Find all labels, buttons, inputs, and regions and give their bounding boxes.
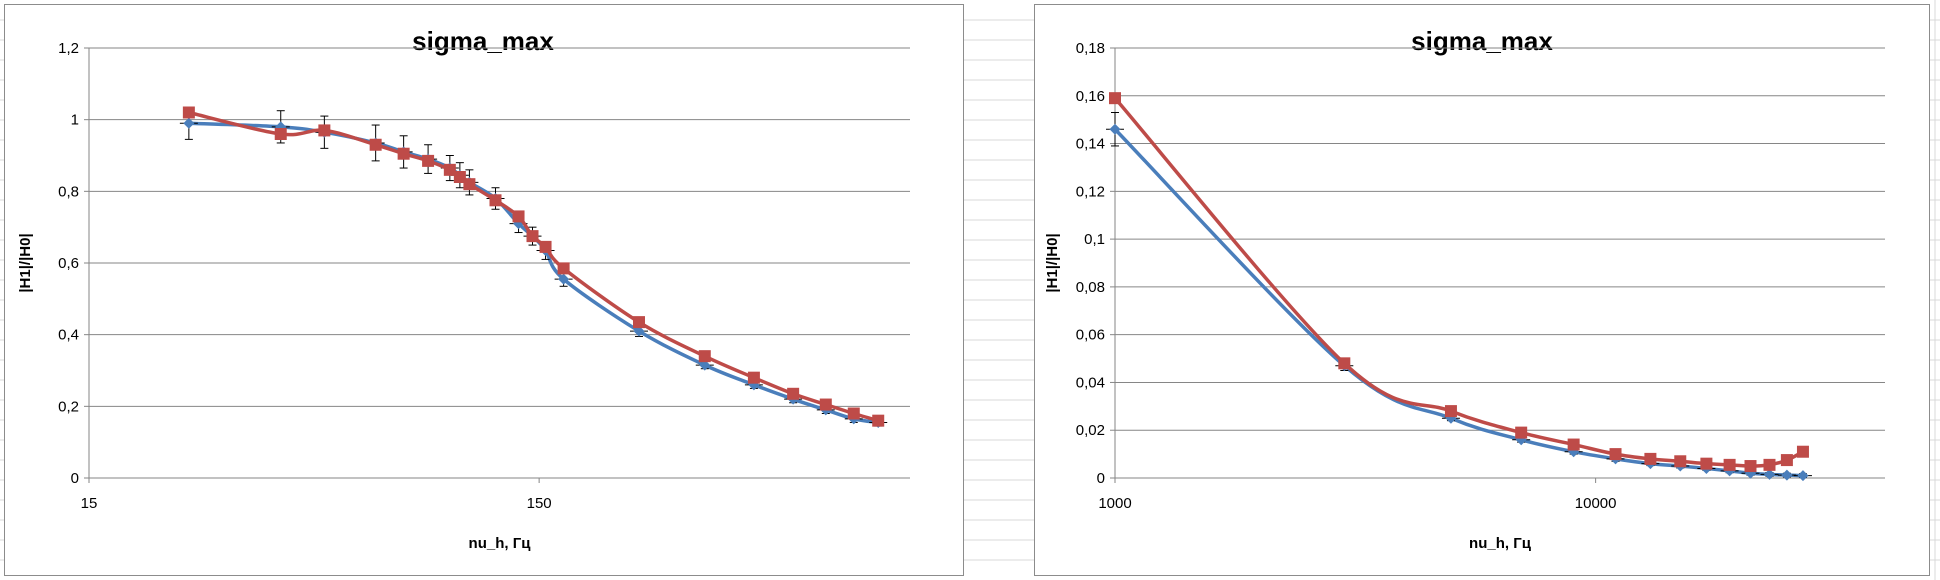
series-2-point: [1780, 454, 1793, 467]
series-2-point: [557, 262, 570, 275]
y-axis-label: |H1|/|H0|: [17, 233, 34, 292]
x-tick-label: 1000: [1098, 495, 1131, 512]
series-2-point: [1744, 460, 1757, 473]
series-1-point: [699, 359, 711, 371]
series-2-point: [787, 387, 800, 400]
y-tick-label: 0,2: [58, 398, 79, 415]
series-1-point: [1797, 470, 1809, 482]
series-2-point: [318, 124, 331, 137]
x-axis-label: nu_h, Гц: [1469, 535, 1532, 552]
y-tick-label: 0,6: [58, 255, 79, 272]
x-axis-label: nu_h, Гц: [469, 535, 532, 552]
series-2-point: [489, 194, 502, 207]
series-1-point: [633, 325, 645, 337]
chart-left: sigma_max 0 0,2 0,4 0,6 0,8 1 1,2 15 150 nu_h, Гц |…: [17, 26, 910, 552]
series-1-point: [1109, 123, 1121, 135]
series-2-point: [463, 178, 476, 191]
series-2-point: [1644, 452, 1657, 465]
series-2-point: [747, 371, 760, 384]
y-tick-label: 0,16: [1076, 88, 1105, 105]
series-2-line: [1113, 97, 1804, 468]
series-2-point: [397, 147, 410, 160]
series-2-point: [1763, 458, 1776, 471]
y-tick-label: 0: [1097, 470, 1105, 487]
x-tick-label: 15: [81, 495, 98, 512]
y-tick-label: 0,4: [58, 327, 79, 344]
y-tick-label: 1,2: [58, 40, 79, 57]
series-2-line: [188, 110, 879, 423]
series-2-point: [872, 414, 885, 427]
chart-panel-right[interactable]: sigma_max 0 0,02 0,04 0,06 0,08 0,1 0,12 0,14 0,1…: [1034, 4, 1930, 576]
y-tick-label: 0,14: [1076, 136, 1105, 153]
series-2-point: [443, 163, 456, 176]
series-2-point: [182, 106, 195, 119]
series-2-point: [847, 407, 860, 420]
series-1-point: [183, 117, 195, 129]
x-tick-label: 150: [527, 495, 552, 512]
series-2-point: [1109, 92, 1121, 105]
y-tick-label: 0,08: [1076, 279, 1105, 296]
series-2-point: [1338, 357, 1351, 370]
y-tick-label: 0,12: [1076, 183, 1105, 200]
series-2-point: [632, 316, 645, 329]
y-axis-label: |H1|/|H0|: [1044, 233, 1061, 292]
series-2-point: [512, 210, 525, 223]
y-tick-label: 0,8: [58, 183, 79, 200]
series-2-point: [1674, 455, 1687, 468]
y-tick-label: 0,18: [1076, 40, 1105, 57]
chart-title: sigma_max: [1411, 26, 1553, 56]
series-2-point: [1796, 445, 1809, 458]
y-tick-label: 0,06: [1076, 327, 1105, 344]
y-tick-label: 0,02: [1076, 422, 1105, 439]
y-tick-label: 0,1: [1084, 231, 1105, 248]
series-2-point: [1700, 457, 1713, 470]
series-1-point: [558, 273, 570, 285]
chart-panel-left[interactable]: sigma_max 0 0,2 0,4 0,6 0,8 1 1,2 15 150 nu_h, Гц |…: [4, 4, 964, 576]
series-2-point: [422, 154, 435, 167]
series-1-point: [1763, 468, 1775, 480]
series-2-point: [1444, 405, 1457, 418]
series-1-point: [1781, 469, 1793, 481]
series-2-point: [698, 350, 711, 363]
series-2-point: [819, 398, 832, 411]
series-2-point: [274, 128, 287, 140]
y-tick-label: 0,04: [1076, 374, 1105, 391]
series-1-line: [188, 121, 879, 425]
series-2-point: [1515, 426, 1528, 439]
series-2-point: [369, 138, 382, 151]
series-2-point: [1723, 458, 1736, 471]
x-tick-label: 10000: [1575, 495, 1617, 512]
y-tick-label: 1: [71, 112, 79, 129]
series-1-line: [1113, 128, 1804, 478]
series-2-point: [539, 240, 552, 253]
series-2-point: [453, 171, 466, 183]
chart-right: sigma_max 0 0,02 0,04 0,06 0,08 0,1 0,12 0,14 0,1…: [1044, 26, 1885, 552]
series-1-point: [275, 121, 287, 133]
chart-title: sigma_max: [412, 26, 554, 56]
y-tick-label: 0: [71, 470, 79, 487]
series-2-point: [526, 230, 539, 243]
series-2-point: [1609, 448, 1622, 461]
series-2-point: [1567, 438, 1580, 451]
